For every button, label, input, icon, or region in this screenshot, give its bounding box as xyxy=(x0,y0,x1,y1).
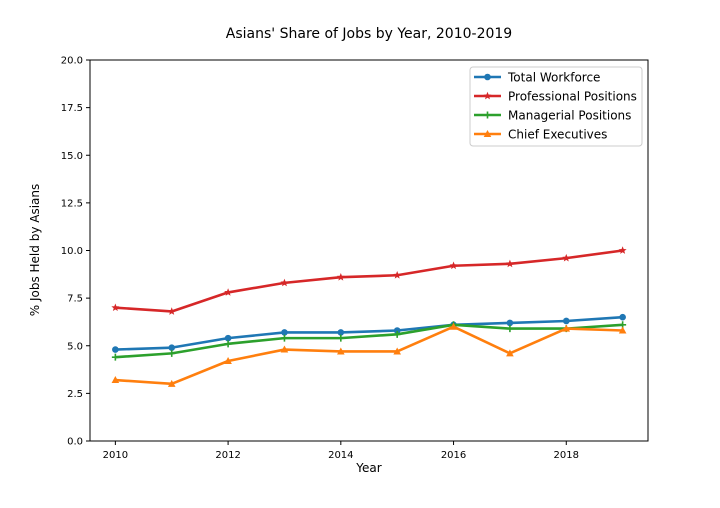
data-point-professional-positions xyxy=(505,259,514,268)
series-total-workforce xyxy=(112,313,626,353)
legend-label-total-workforce: Total Workforce xyxy=(507,71,600,85)
data-point-professional-positions xyxy=(336,272,345,281)
series-lines xyxy=(111,246,627,387)
data-point-professional-positions xyxy=(111,303,120,312)
x-axis-label: Year xyxy=(355,461,381,475)
data-point-chief-executives xyxy=(449,322,458,330)
legend-marker-total-workforce xyxy=(484,73,491,81)
data-point-professional-positions xyxy=(280,278,289,287)
data-point-chief-executives xyxy=(393,347,401,355)
data-point-chief-executives xyxy=(506,349,514,357)
legend-label-professional-positions: Professional Positions xyxy=(508,90,637,104)
data-point-professional-positions xyxy=(449,261,458,270)
data-point-chief-executives xyxy=(337,347,345,355)
series-professional-positions xyxy=(111,246,627,315)
data-point-total-workforce xyxy=(224,334,232,342)
series-line-managerial-positions xyxy=(115,323,623,359)
data-point-managerial-positions xyxy=(337,334,345,342)
data-point-total-workforce xyxy=(168,344,176,351)
y-tick-label: 15.0 xyxy=(61,151,83,162)
x-tick-label: 2016 xyxy=(441,450,466,461)
series-chief-executives xyxy=(111,322,627,387)
y-tick-label: 12.5 xyxy=(61,198,83,209)
data-point-total-workforce xyxy=(506,319,514,327)
x-tick-label: 2012 xyxy=(215,450,240,461)
data-point-professional-positions xyxy=(393,271,402,279)
data-point-chief-executives xyxy=(562,324,571,332)
series-line-total-workforce xyxy=(115,315,623,351)
y-tick-label: 7.5 xyxy=(67,294,83,305)
data-point-managerial-positions xyxy=(393,330,401,338)
data-point-managerial-positions xyxy=(280,334,288,342)
y-tick-label: 20.0 xyxy=(61,56,83,67)
data-point-managerial-positions xyxy=(111,353,119,361)
data-point-total-workforce xyxy=(112,346,119,353)
data-point-managerial-positions xyxy=(506,325,514,333)
x-tick-label: 2014 xyxy=(328,450,353,461)
data-point-total-workforce xyxy=(337,329,345,336)
legend-label-chief-executives: Chief Executives xyxy=(508,128,607,142)
axes: 0.0 2.5 5.0 7.5 10.0 12.5 15.0 17.5 20.0 2010 2012… xyxy=(61,56,649,461)
data-point-total-workforce xyxy=(393,327,401,334)
y-axis-label: % Jobs Held by Asians xyxy=(28,184,42,317)
chart-title: Asians' Share of Jobs by Year, 2010-2019 xyxy=(226,26,512,42)
data-point-total-workforce xyxy=(281,329,288,336)
data-point-managerial-positions xyxy=(224,340,232,348)
y-tick-label: 2.5 xyxy=(67,389,83,400)
legend: Total Workforce Professional Positions Man… xyxy=(469,66,643,147)
data-point-total-workforce xyxy=(619,313,626,321)
legend-marker-managerial-positions xyxy=(484,111,491,119)
data-point-professional-positions xyxy=(562,253,571,262)
series-managerial-positions xyxy=(111,321,627,361)
data-point-chief-executives xyxy=(280,345,289,353)
data-point-chief-executives xyxy=(618,326,627,334)
legend-box xyxy=(469,66,643,147)
data-point-professional-positions xyxy=(224,288,233,296)
legend-marker-chief-executives xyxy=(483,130,492,137)
x-tick-label: 2010 xyxy=(103,450,128,461)
legend-label-managerial-positions: Managerial Positions xyxy=(508,109,631,123)
x-tick-label: 2018 xyxy=(554,450,579,461)
y-tick-label: 0.0 xyxy=(67,437,83,448)
y-tick-label: 10.0 xyxy=(61,246,83,257)
data-point-chief-executives xyxy=(111,376,120,384)
data-point-professional-positions xyxy=(167,307,176,315)
data-point-professional-positions xyxy=(618,246,627,254)
data-point-total-workforce xyxy=(562,317,570,325)
series-line-professional-positions xyxy=(115,249,623,313)
y-tick-label: 17.5 xyxy=(61,103,83,114)
data-point-managerial-positions xyxy=(168,349,176,357)
y-tick-label: 5.0 xyxy=(67,341,83,352)
data-point-chief-executives xyxy=(224,356,232,364)
series-line-chief-executives xyxy=(115,325,623,386)
legend-marker-professional-positions xyxy=(483,91,492,100)
data-point-chief-executives xyxy=(167,379,176,387)
